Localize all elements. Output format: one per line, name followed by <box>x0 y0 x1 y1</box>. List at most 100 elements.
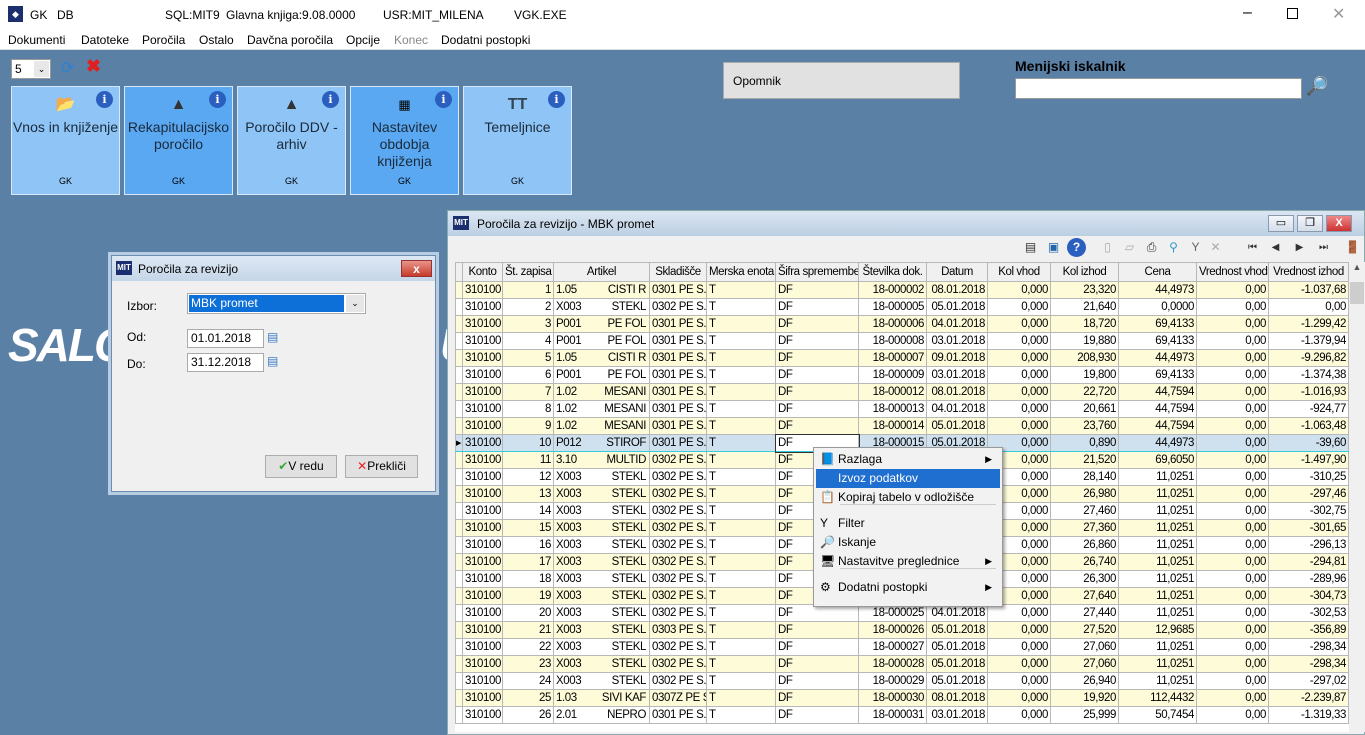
column-header[interactable]: Šifra spremembe <box>775 262 859 282</box>
monitor-icon[interactable]: ▣ <box>1047 240 1060 254</box>
column-header[interactable]: Cena <box>1118 262 1197 282</box>
next-record-icon[interactable]: ▶ <box>1295 242 1304 253</box>
document-icon[interactable]: ▤ <box>1024 240 1037 254</box>
menu-datoteke[interactable]: Datoteke <box>81 33 130 47</box>
table-row[interactable]: 310100 6 P001 PE FOL 0301 PE S. T DF 18-000009 0… <box>455 366 1349 384</box>
menu-dodatni-postopki[interactable]: Dodatni postopki <box>441 33 531 47</box>
report-minimize-button[interactable]: ▭ <box>1268 215 1294 232</box>
calendar-icon[interactable]: ▤ <box>267 354 279 368</box>
clear-filter-icon[interactable]: ✕ <box>1210 240 1221 254</box>
search-icon[interactable]: ⚲ <box>1169 240 1178 254</box>
menu-item-razlaga[interactable]: 📘 Razlaga ▶ <box>816 450 1000 469</box>
tile-rekapitulacijsko-porocilo[interactable]: ▲ i Rekapitulacijsko poročilo GK <box>124 86 233 195</box>
column-header[interactable]: Številka dok. <box>858 262 927 282</box>
column-header[interactable]: Artikel <box>553 262 650 282</box>
column-header[interactable]: Kol izhod <box>1050 262 1119 282</box>
menu-item-izvoz-podatkov[interactable]: Izvoz podatkov <box>816 469 1000 488</box>
column-header[interactable]: Vrednost izhod <box>1268 262 1349 282</box>
cell-st-zapisa: 21 <box>502 621 554 639</box>
table-row[interactable]: 310100 1 1.05 ČISTI R 0301 PE S. T DF 18-000002… <box>455 281 1349 299</box>
table-row[interactable]: 310100 5 1.05 ČISTI R 0301 PE S. T DF 18-000007… <box>455 349 1349 367</box>
table-row[interactable]: 310100 4 P001 PE FOL 0301 PE S. T DF 18-000008 0… <box>455 332 1349 350</box>
calendar-icon[interactable]: ▤ <box>267 330 279 344</box>
refresh-icon[interactable]: ⟳ <box>61 60 75 77</box>
tile-porocilo-ddv-arhiv[interactable]: ▲ i Poročilo DDV - arhiv GK <box>237 86 346 195</box>
izbor-select[interactable]: MBK promet ⌄ <box>187 293 366 314</box>
cell-st-zapisa: 11 <box>502 451 554 469</box>
vertical-scrollbar[interactable]: ▲ <box>1349 262 1365 732</box>
filter-icon[interactable]: Y <box>1191 240 1200 254</box>
od-date-input[interactable]: 01.01.2018 <box>187 329 264 348</box>
table-row[interactable]: 310100 24 X003 STEKL 0302 PE S. T DF 18-000029 0… <box>455 672 1349 690</box>
info-icon[interactable]: i <box>548 91 565 108</box>
search-icon[interactable]: 🔎 <box>1306 76 1329 96</box>
column-header[interactable]: Konto <box>462 262 503 282</box>
table-row[interactable]: 310100 20 X003 STEKL 0302 PE S. T DF 18-000025 0… <box>455 604 1349 622</box>
close-button[interactable]: ✕ <box>1332 6 1346 23</box>
info-icon[interactable]: i <box>435 91 452 108</box>
menu-item-nastavitve-preglednice[interactable]: 🖥 Nastavitve preglednice ▶ <box>816 552 1000 571</box>
table-row[interactable]: 310100 7 1.02 MEŠANI 0301 PE S. T DF 18-000012 0… <box>455 383 1349 401</box>
tile-vnos-in-knjizenje[interactable]: 📂 i Vnos in knjiženje GK <box>11 86 120 195</box>
table-row[interactable]: 310100 26 2.01 NEPRO 0301 PE S. T DF 18-000031 0… <box>455 706 1349 724</box>
table-row[interactable]: 310100 9 1.02 MEŠANI 0301 PE S. T DF 18-000014 0… <box>455 417 1349 435</box>
table-row[interactable]: 310100 23 X003 STEKL 0302 PE S. T DF 18-000028 0… <box>455 655 1349 673</box>
menu-item-iskanje[interactable]: 🔎 Iskanje <box>816 533 1000 552</box>
info-icon[interactable]: i <box>322 91 339 108</box>
column-header[interactable]: Št. zapisa <box>502 262 554 282</box>
table-row[interactable]: 310100 13 X003 STEKL 0302 PE S. T DF 0,000 26,98… <box>455 485 1349 503</box>
dialog-close-button[interactable]: x <box>401 260 432 277</box>
info-icon[interactable]: i <box>209 91 226 108</box>
menu-item-dodatni-postopki[interactable]: ⚙ Dodatni postopki ▶ <box>816 578 1000 597</box>
column-header[interactable]: Kol vhod <box>987 262 1051 282</box>
menu-porocila[interactable]: Poročila <box>142 33 186 47</box>
menu-item-filter[interactable]: Y Filter <box>816 514 1000 533</box>
table-row[interactable]: 310100 21 X003 STEKL 0303 PE S. T DF 18-000026 0… <box>455 621 1349 639</box>
exit-door-icon[interactable]: 🚪 <box>1345 240 1360 254</box>
table-row[interactable]: 310100 25 1.03 SIVI KAF 0307Z PE S T DF 18-0000… <box>455 689 1349 707</box>
menu-konec[interactable]: Konec <box>394 33 429 47</box>
menu-search-input[interactable] <box>1015 78 1302 99</box>
column-header[interactable]: Merska enota <box>706 262 776 282</box>
scroll-thumb[interactable] <box>1350 282 1364 304</box>
table-row[interactable]: 310100 8 1.02 MEŠANI 0301 PE S. T DF 18-000013 0… <box>455 400 1349 418</box>
open-icon[interactable]: ▱ <box>1124 240 1135 254</box>
info-icon[interactable]: i <box>96 91 113 108</box>
help-icon[interactable]: ? <box>1067 238 1086 257</box>
table-row[interactable]: 310100 22 X003 STEKL 0302 PE S. T DF 18-000027 0… <box>455 638 1349 656</box>
column-header[interactable]: Skladišče <box>649 262 707 282</box>
menu-ostalo[interactable]: Ostalo <box>199 33 234 47</box>
cell-cena: 44,4973 <box>1118 281 1197 299</box>
new-icon[interactable]: ▯ <box>1104 240 1111 254</box>
opomnik-panel[interactable]: Opomnik <box>723 62 960 99</box>
first-record-icon[interactable]: ⏮ <box>1248 242 1257 253</box>
table-row[interactable]: 310100 2 X003 STEKL 0302 PE S. T DF 18-000005 05… <box>455 298 1349 316</box>
maximize-button[interactable] <box>1287 8 1298 19</box>
count-select[interactable]: 5 ⌄ <box>11 59 51 79</box>
menu-davcna-porocila[interactable]: Davčna poročila <box>247 33 334 47</box>
report-close-button[interactable]: X <box>1326 215 1352 232</box>
artikel-name: MULTID <box>606 454 646 466</box>
table-row[interactable]: 310100 3 P001 PE FOL 0301 PE S. T DF 18-000006 0… <box>455 315 1349 333</box>
menu-item-kopiraj-tabelo-v-odlo-i-e[interactable]: 📋 Kopiraj tabelo v odložišče <box>816 488 1000 507</box>
menu-dokumenti[interactable]: Dokumenti <box>8 33 66 47</box>
scroll-up-icon[interactable]: ▲ <box>1352 262 1362 272</box>
minimize-button[interactable]: – <box>1243 4 1252 21</box>
table-row[interactable]: ▶ 310100 10 P012 STIROF 0301 PE S. T DF 18-00001… <box>455 433 1349 453</box>
report-restore-button[interactable]: ❐ <box>1297 215 1323 232</box>
column-header[interactable]: Datum <box>926 262 988 282</box>
print-icon[interactable]: ⎙ <box>1146 240 1157 254</box>
tile-label: Temeljnice <box>484 119 551 135</box>
do-date-input[interactable]: 31.12.2018 <box>187 353 264 372</box>
close-x-icon[interactable]: ✖ <box>86 56 102 76</box>
cancel-button[interactable]: ✕Prekliči <box>345 455 418 478</box>
menu-opcije[interactable]: Opcije <box>346 33 381 47</box>
last-record-icon[interactable]: ⏭ <box>1319 242 1328 253</box>
cell-artikel: X003 STEKL <box>553 298 650 316</box>
ok-button[interactable]: ✔V redu <box>265 455 337 478</box>
tile-temeljnice[interactable]: TT i Temeljnice GK <box>463 86 572 195</box>
column-header[interactable]: Vrednost vhod <box>1196 262 1269 282</box>
tile-nastavitev-obdobja[interactable]: ▦ i Nastavitev obdobja knjiženja GK <box>350 86 459 195</box>
row-indicator <box>455 383 463 401</box>
prev-record-icon[interactable]: ◀ <box>1271 242 1280 253</box>
